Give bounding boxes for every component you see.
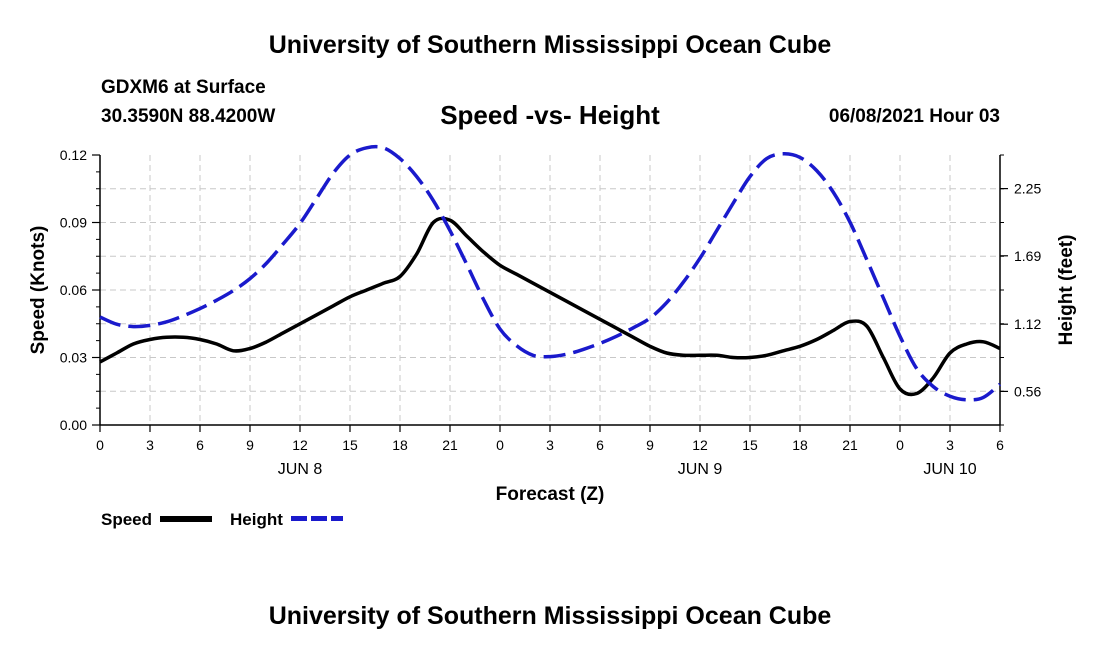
x-tick-label: 9 xyxy=(646,437,654,453)
y-tick-label: 0.06 xyxy=(60,282,87,298)
y-tick-label: 0.00 xyxy=(60,417,87,433)
datetime-label: 06/08/2021 Hour 03 xyxy=(828,106,1000,127)
y-axis-label: Speed (Knots) xyxy=(28,226,49,355)
x-tick-label: 6 xyxy=(196,437,204,453)
x-tick-label: 0 xyxy=(96,437,104,453)
day-label: JUN 8 xyxy=(278,461,323,478)
x-axis-label: Forecast (Z) xyxy=(496,484,605,505)
x-tick-label: 9 xyxy=(246,437,254,453)
y-tick-label: 0.09 xyxy=(60,215,87,231)
legend-speed-label: Speed xyxy=(101,510,153,529)
x-tick-label: 15 xyxy=(742,437,758,453)
x-tick-label: 6 xyxy=(996,437,1004,453)
x-tick-label: 18 xyxy=(392,437,408,453)
y-tick-label: 0.03 xyxy=(60,350,87,366)
y2-tick-label: 1.69 xyxy=(1014,248,1041,264)
y2-tick-label: 1.12 xyxy=(1014,316,1041,332)
legend-speed-swatch xyxy=(160,516,212,522)
day-label: JUN 10 xyxy=(923,461,976,478)
x-tick-label: 0 xyxy=(896,437,904,453)
y2-tick-label: 2.25 xyxy=(1014,181,1041,197)
x-tick-label: 6 xyxy=(596,437,604,453)
x-tick-label: 21 xyxy=(442,437,458,453)
x-tick-label: 3 xyxy=(546,437,554,453)
station-label: GDXM6 at Surface xyxy=(101,77,266,98)
coords-label: 30.3590N 88.4200W xyxy=(101,106,276,127)
x-tick-label: 12 xyxy=(692,437,708,453)
top-title: University of Southern Mississippi Ocean… xyxy=(268,31,832,59)
x-tick-label: 3 xyxy=(946,437,954,453)
x-tick-label: 0 xyxy=(496,437,504,453)
x-tick-label: 12 xyxy=(292,437,308,453)
bottom-title: University of Southern Mississippi Ocean… xyxy=(268,602,832,630)
x-tick-label: 21 xyxy=(842,437,858,453)
x-tick-label: 3 xyxy=(146,437,154,453)
y2-axis-label: Height (feet) xyxy=(1056,235,1077,346)
y-tick-label: 0.12 xyxy=(60,147,87,163)
x-tick-label: 15 xyxy=(342,437,358,453)
legend-height-swatch xyxy=(291,516,343,521)
series-line-speed xyxy=(99,216,1001,397)
legend-height-label: Height xyxy=(230,510,283,529)
chart-title: Speed -vs- Height xyxy=(440,100,660,130)
series-line-height xyxy=(99,144,1002,402)
y2-tick-label: 0.56 xyxy=(1014,383,1041,399)
day-label: JUN 9 xyxy=(678,461,723,478)
x-tick-label: 18 xyxy=(792,437,808,453)
